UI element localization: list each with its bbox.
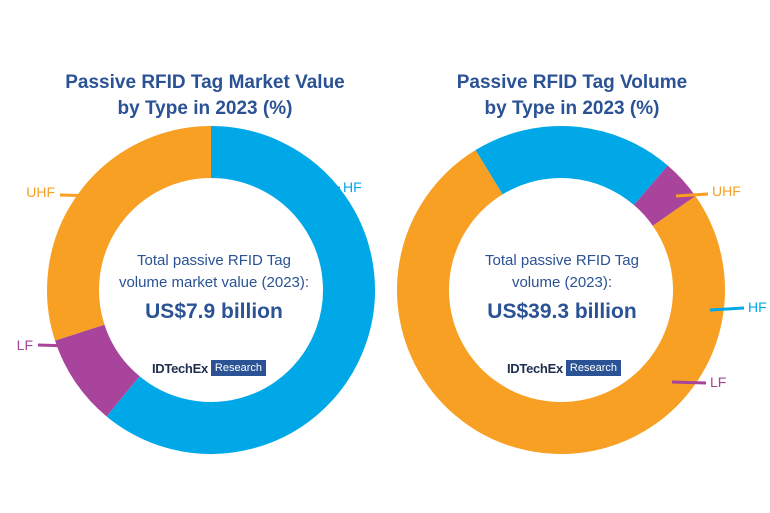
center-total: US$7.9 billion: [145, 300, 283, 323]
donut-chart-0: HF LF UHF: [17, 126, 375, 454]
center-line: Total passive RFID Tag: [485, 252, 639, 269]
title-line: by Type in 2023 (%): [117, 98, 293, 119]
center-line: volume market value (2023):: [118, 274, 310, 291]
slice-label-lf: LF: [17, 337, 33, 353]
center-summary-market-value: Total passive RFID Tag volume market val…: [94, 250, 334, 324]
chart-title-market-value: Passive RFID Tag Market Value by Type in…: [25, 70, 385, 122]
slice-lf: [55, 323, 141, 417]
leader-line-lf: [671, 380, 707, 385]
leader-line-hf: [709, 306, 745, 312]
idtechex-logo: IDTechEx Research: [152, 360, 266, 376]
chart-title-volume: Passive RFID Tag Volume by Type in 2023 …: [392, 70, 752, 122]
leader-line-uhf: [675, 192, 709, 198]
center-total: US$39.3 billion: [487, 300, 637, 323]
logo-name: IDTechEx: [507, 360, 563, 376]
slice-label-uhf: UHF: [712, 183, 741, 199]
leader-line-lf: [37, 343, 71, 348]
donut-chart-1: UHF HF LF: [397, 126, 767, 454]
idtechex-logo: IDTechEx Research: [507, 360, 621, 376]
title-line: by Type in 2023 (%): [484, 98, 660, 119]
center-line: volume (2023):: [511, 274, 613, 291]
slice-label-hf: HF: [748, 299, 767, 315]
logo-tag: Research: [210, 360, 266, 376]
slice-label-uhf: UHF: [26, 184, 55, 200]
slice-hf: [106, 126, 375, 454]
slice-hf: [475, 126, 668, 206]
leader-line-hf: [311, 186, 341, 192]
slice-lf: [633, 165, 696, 227]
logo-tag: Research: [565, 360, 621, 376]
slice-uhf: [47, 126, 212, 341]
title-line: Passive RFID Tag Market Value: [65, 72, 345, 93]
center-summary-volume: Total passive RFID Tag volume (2023): US…: [442, 250, 682, 324]
slice-uhf: [397, 150, 725, 454]
slice-label-lf: LF: [710, 374, 726, 390]
center-line: Total passive RFID Tag: [137, 252, 291, 269]
leader-line-uhf: [59, 193, 96, 198]
slice-label-hf: HF: [343, 179, 362, 195]
title-line: Passive RFID Tag Volume: [456, 72, 688, 93]
logo-name: IDTechEx: [152, 360, 208, 376]
